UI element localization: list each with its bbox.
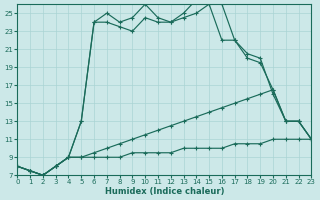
X-axis label: Humidex (Indice chaleur): Humidex (Indice chaleur) xyxy=(105,187,224,196)
